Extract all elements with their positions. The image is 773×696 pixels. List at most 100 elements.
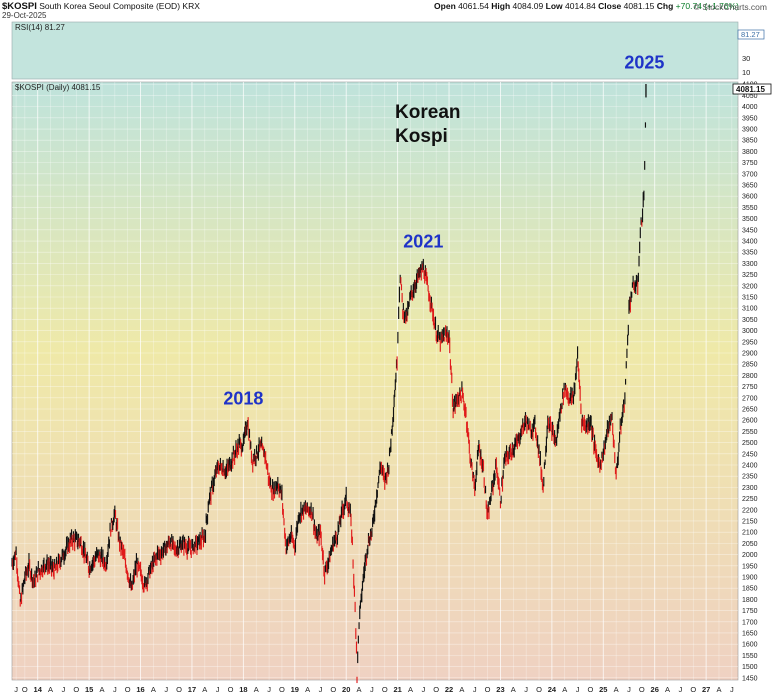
x-tick-label: A [459,685,464,694]
annotation-line: 2018 [223,389,263,409]
x-tick-label: 27 [702,685,710,694]
x-tick-label: 15 [85,685,93,694]
last-value-label: 4081.15 [736,85,765,94]
y-tick-label: 4000 [742,104,758,111]
open-value: 4061.54 [458,1,489,11]
ohlc-readout: Open 4061.54 High 4084.09 Low 4014.84 Cl… [434,1,739,11]
x-tick-label: J [62,685,66,694]
y-tick-label: 2550 [742,429,758,436]
chart-annotation-year: 2025 [624,53,664,73]
x-tick-label: A [305,685,310,694]
x-tick-label: A [665,685,670,694]
y-tick-label: 3150 [742,295,758,302]
x-tick-label: O [433,685,439,694]
y-tick-label: 2350 [742,474,758,481]
x-tick-label: O [382,685,388,694]
y-tick-label: 2300 [742,485,758,492]
x-tick-label: O [536,685,542,694]
x-tick-label: A [254,685,259,694]
x-tick-label: O [73,685,79,694]
x-tick-label: 23 [496,685,504,694]
x-tick-label: 22 [445,685,453,694]
y-tick-label: 3000 [742,328,758,335]
annotation-line: Kospi [395,126,448,147]
price-panel-label: $KOSPI (Daily) 4081.15 [15,83,101,92]
price-panel: 1450 1500 1550 1600 1650 1700 1750 1800 1850 1900… [11,53,772,694]
y-tick-label: 3300 [742,261,758,268]
y-tick-label: 1900 [742,574,758,581]
y-tick-label: 3700 [742,171,758,178]
y-tick-label: 3550 [742,205,758,212]
chart-annotation-title: Korean Kospi [395,102,460,147]
y-tick-label: 3950 [742,115,758,122]
y-tick-label: 1450 [742,675,758,682]
y-tick-label: 2600 [742,418,758,425]
x-tick-label: A [716,685,721,694]
close-label: Close [598,1,622,11]
x-tick-label: A [202,685,207,694]
x-tick-label: A [511,685,516,694]
x-tick-label: J [216,685,220,694]
x-tick-label: O [330,685,336,694]
x-tick-label: 21 [393,685,401,694]
y-tick-label: 2400 [742,462,758,469]
x-tick-label: 14 [34,685,43,694]
y-tick-label: 3750 [742,160,758,167]
y-tick-label: 3500 [742,216,758,223]
x-tick-label: A [357,685,362,694]
x-tick-label: J [679,685,683,694]
y-tick-label: 2250 [742,496,758,503]
x-tick-label: A [48,685,53,694]
y-axis: 1450 1500 1550 1600 1650 1700 1750 1800 1850 1900… [742,82,758,683]
chg-value: +70.74 (+1.76%) [675,1,739,11]
rsi-label: RSI(14) 81.27 [15,23,65,32]
x-tick-label: J [267,685,271,694]
x-tick-label: O [279,685,285,694]
chart-header: $KOSPI South Korea Seoul Composite (EOD)… [0,1,773,12]
chart-date-row: 29-Oct-2025 [0,11,773,22]
y-tick-label: 3850 [742,138,758,145]
y-tick-label: 2950 [742,339,758,346]
y-tick-label: 3600 [742,194,758,201]
rsi-value-tag [737,29,765,40]
x-tick-label: 16 [136,685,144,694]
x-tick-label: J [164,685,168,694]
x-tick-label: A [614,685,619,694]
y-tick-label: 3250 [742,272,758,279]
chg-label: Chg [656,1,674,11]
y-tick-label: 2450 [742,451,758,458]
x-tick-label: 19 [291,685,299,694]
x-tick-label: J [370,685,374,694]
y-tick-label: 3100 [742,306,758,313]
y-tick-label: 2900 [742,351,758,358]
y-tick-label: 2700 [742,395,758,402]
y-tick-label: 2100 [742,530,758,537]
y-tick-label: 1550 [742,653,758,660]
x-tick-label: 17 [188,685,196,694]
rsi-panel-bg [11,21,739,80]
x-tick-label: 20 [342,685,350,694]
x-tick-label: O [588,685,594,694]
x-tick-label: O [690,685,696,694]
y-tick-label: 2800 [742,373,758,380]
chart-annotation-year: 2018 [223,389,263,409]
y-tick-label: 3900 [742,127,758,134]
rsi-tick-10: 10 [742,68,750,77]
x-tick-label: A [408,685,413,694]
close-value: 4081.15 [623,1,655,11]
x-tick-label: 25 [599,685,607,694]
y-tick-label: 1750 [742,608,758,615]
x-tick-label: 18 [239,685,247,694]
annotation-line: 2021 [403,232,443,252]
x-tick-label: O [485,685,491,694]
y-tick-label: 3650 [742,183,758,190]
rsi-panel: RSI(14) 81.27 30 10 81.27 [11,21,765,80]
high-value: 4084.09 [512,1,544,11]
x-tick-label: O [22,685,28,694]
y-tick-label: 3200 [742,283,758,290]
x-tick-label: J [113,685,117,694]
low-label: Low [545,1,563,11]
price-series [11,84,647,684]
low-value: 4014.84 [565,1,596,11]
x-axis: J O 14 A J O 15 A J O 16 A J O 17 A J O 18 A J O 19 A J O 20 A J O 21 A… [14,685,734,694]
